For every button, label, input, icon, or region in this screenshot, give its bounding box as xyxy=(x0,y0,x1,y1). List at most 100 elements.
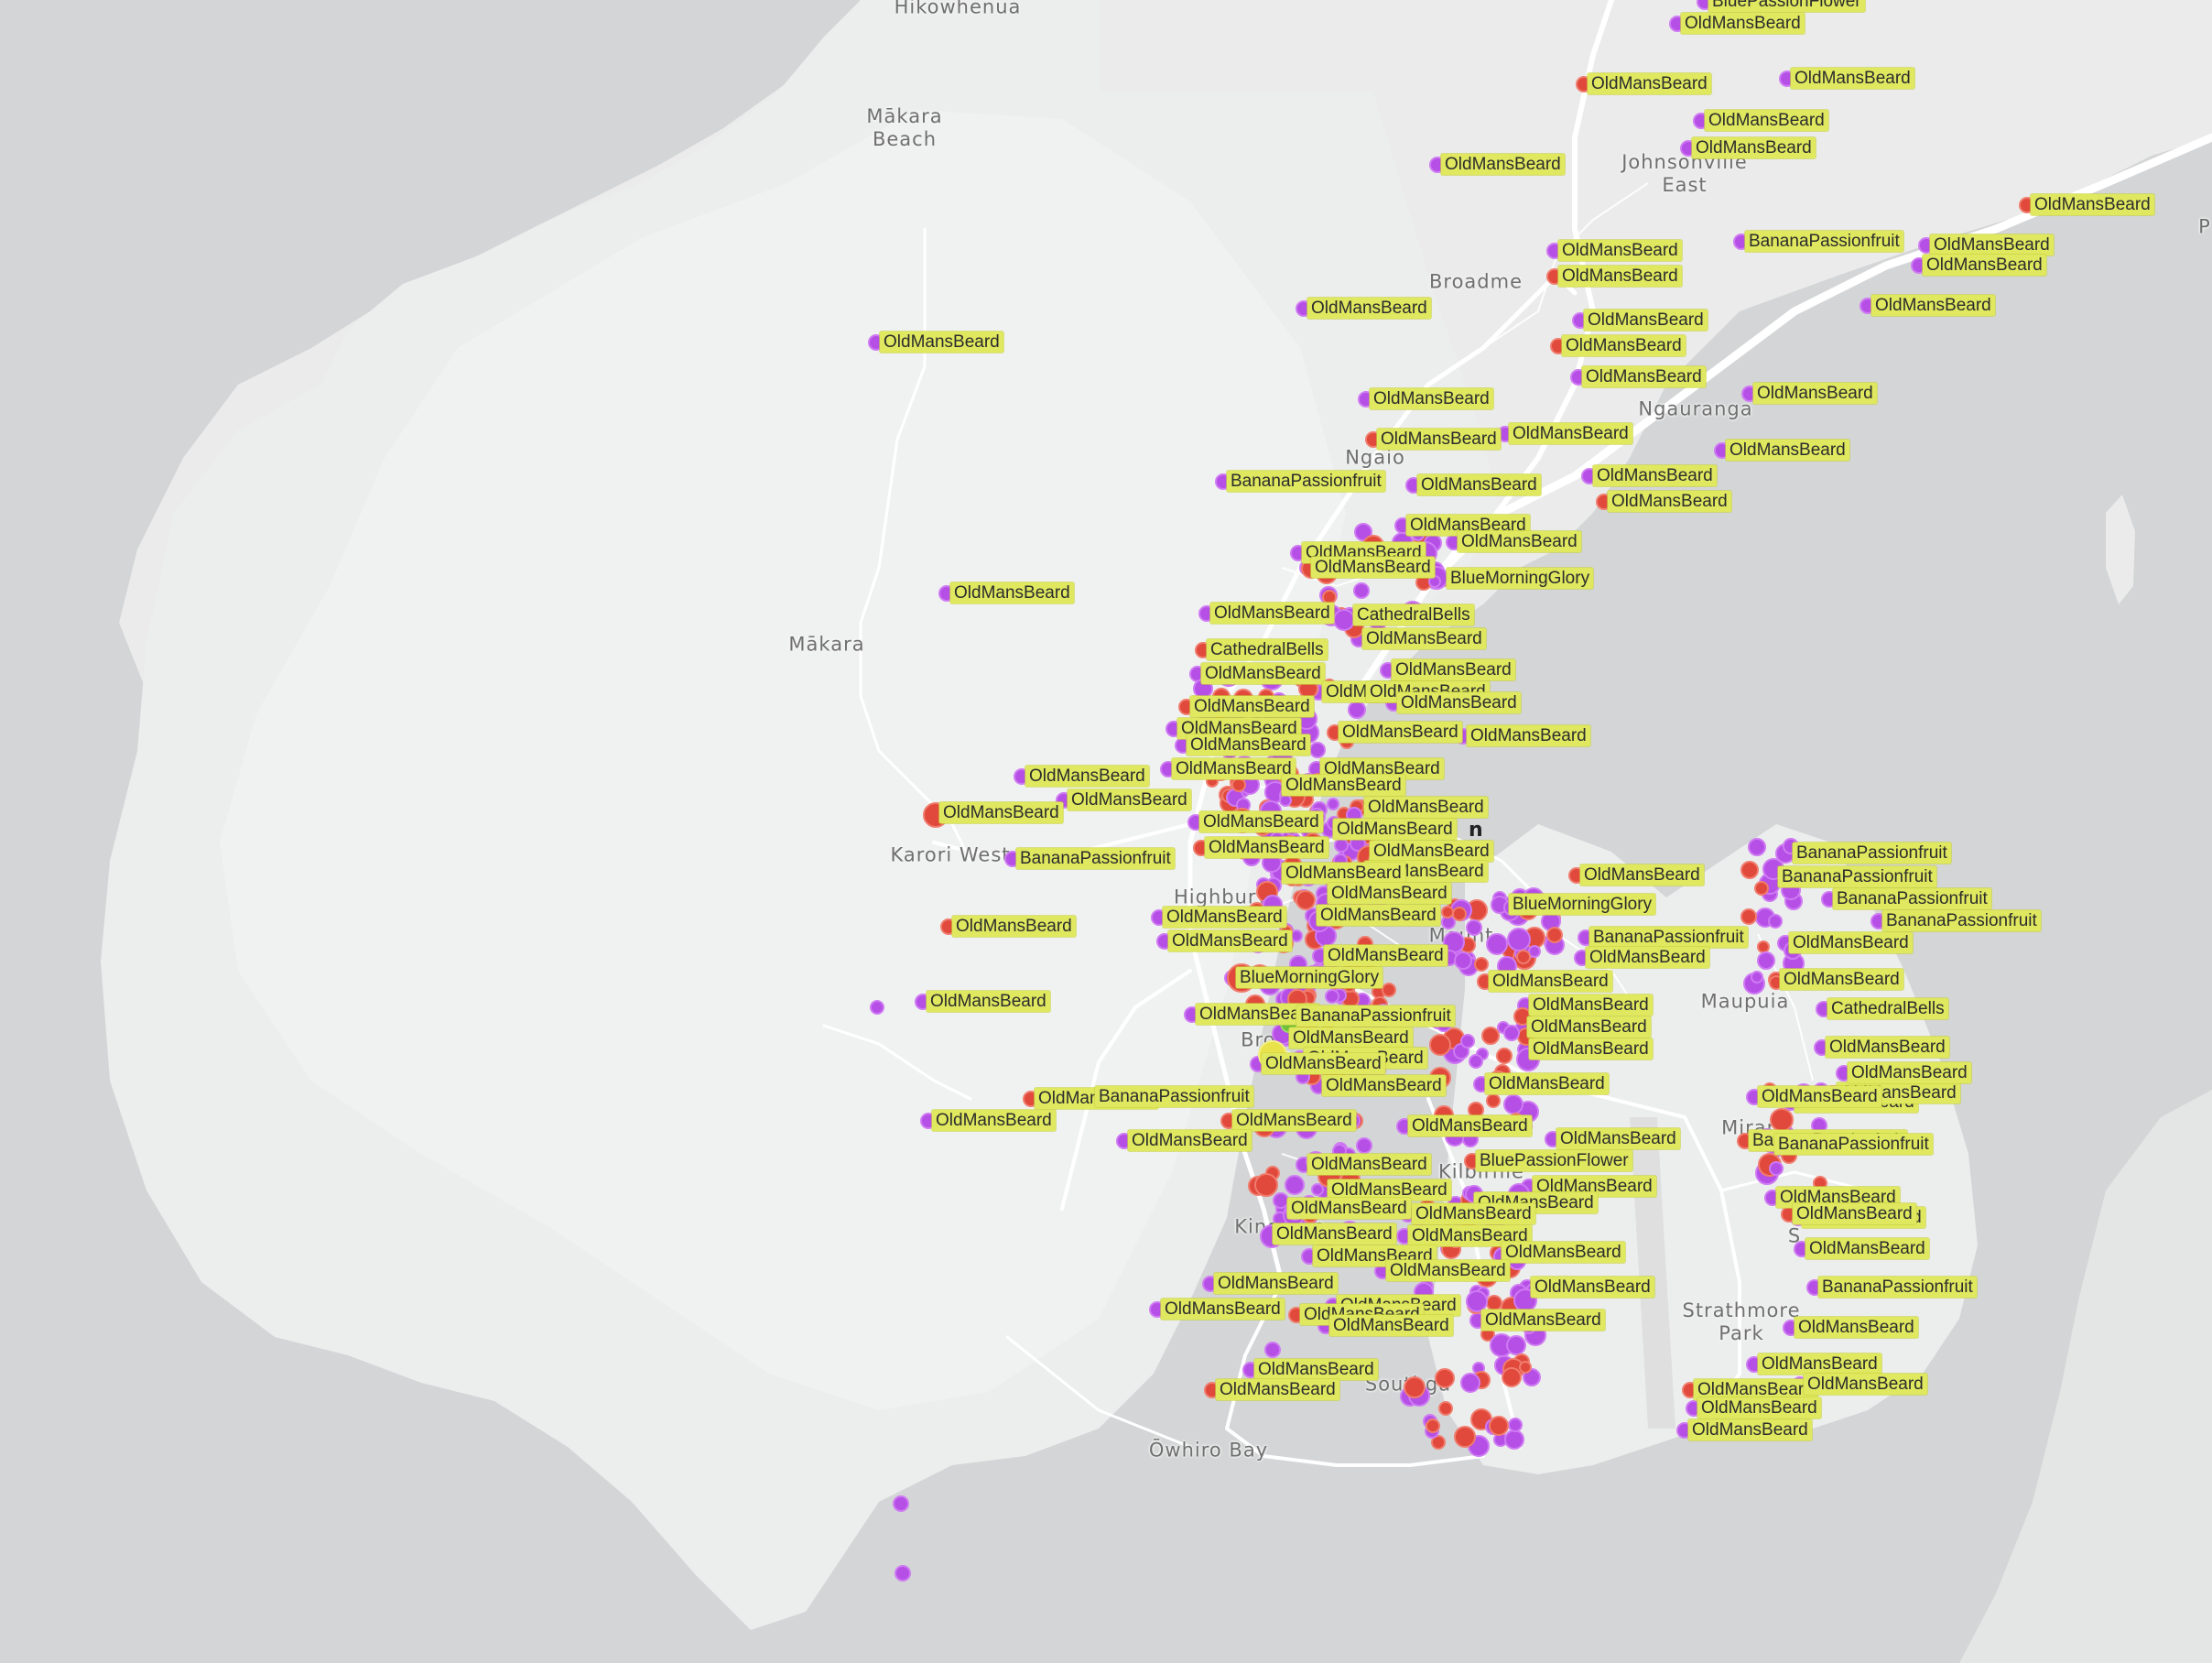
species-label[interactable]: OldMansBeard xyxy=(1199,811,1323,832)
species-label[interactable]: OldMansBeard xyxy=(1584,310,1708,331)
species-label[interactable]: OldMansBeard xyxy=(1705,110,1828,131)
species-label[interactable]: OldMansBeard xyxy=(1467,725,1590,746)
species-label[interactable]: OldMansBeard xyxy=(1025,766,1149,787)
species-label[interactable]: OldMansBeard xyxy=(1262,1053,1385,1074)
observation-marker[interactable] xyxy=(1769,1107,1794,1132)
observation-marker[interactable] xyxy=(1505,1335,1526,1356)
observation-marker[interactable] xyxy=(1757,951,1776,970)
species-label[interactable]: OldMansBeard xyxy=(1196,1004,1319,1025)
species-label[interactable]: OldMansBeard xyxy=(1317,905,1440,926)
observation-marker[interactable] xyxy=(1434,1367,1455,1388)
observation-marker[interactable] xyxy=(1465,919,1482,937)
species-label[interactable]: OldMansBeard xyxy=(1458,531,1581,552)
species-label[interactable]: OldMansBeard xyxy=(1406,515,1530,536)
species-label[interactable]: OldMansBeard xyxy=(1527,1016,1651,1038)
observation-marker[interactable] xyxy=(1545,927,1563,944)
observation-marker[interactable] xyxy=(1488,1415,1509,1436)
observation-marker[interactable] xyxy=(1352,582,1370,599)
species-label[interactable]: OldMansBeard xyxy=(1320,758,1444,779)
species-label[interactable]: OldMansBeard xyxy=(1408,1225,1532,1246)
species-label[interactable]: OldMansBeard xyxy=(1529,995,1653,1016)
observation-marker[interactable] xyxy=(1451,906,1467,921)
observation-marker[interactable] xyxy=(1502,1367,1523,1387)
species-label[interactable]: OldMansBeard xyxy=(1216,1379,1339,1400)
species-label[interactable]: OldMansBeard xyxy=(1311,557,1435,578)
species-label[interactable]: BlueMorningGlory xyxy=(1447,568,1594,589)
species-label[interactable]: BananaPassionfruit xyxy=(1095,1086,1253,1107)
observation-marker[interactable] xyxy=(1468,1435,1491,1458)
species-label[interactable]: OldMansBeard xyxy=(1776,1187,1900,1208)
species-label[interactable]: BananaPassionfruit xyxy=(1778,866,1936,887)
species-label[interactable]: OldMansBeard xyxy=(1593,465,1717,486)
species-label[interactable]: BlueMorningGlory xyxy=(1509,894,1656,915)
species-label[interactable]: OldMansBeard xyxy=(1168,930,1292,951)
species-label[interactable]: OldMansBeard xyxy=(1753,383,1877,404)
species-label[interactable]: OldMansBeard xyxy=(1172,758,1296,779)
species-label[interactable]: OldMansBeard xyxy=(1322,1075,1446,1096)
observation-marker[interactable] xyxy=(1469,1053,1484,1069)
observation-marker[interactable] xyxy=(1325,988,1340,1004)
species-label[interactable]: OldMansBeard xyxy=(1509,423,1632,444)
species-label[interactable]: OldMansBeard xyxy=(1068,789,1191,810)
species-label[interactable]: OldMansBeard xyxy=(1930,234,2054,255)
observation-marker[interactable] xyxy=(1425,1418,1440,1433)
observation-marker[interactable] xyxy=(893,1495,909,1512)
species-label[interactable]: OldMansBeard xyxy=(1161,1299,1285,1320)
observation-marker[interactable] xyxy=(1431,1435,1447,1451)
species-label[interactable]: OldMansBeard xyxy=(1282,863,1405,884)
species-label[interactable]: BananaPassionfruit xyxy=(1882,910,2041,931)
species-label[interactable]: OldMansBeard xyxy=(1254,1359,1378,1380)
species-label[interactable]: BananaPassionfruit xyxy=(1227,471,1385,492)
observation-marker[interactable] xyxy=(1333,608,1356,631)
species-label[interactable]: OldMansBeard xyxy=(1531,1277,1654,1298)
observation-marker[interactable] xyxy=(1754,881,1770,897)
species-label[interactable]: BananaPassionfruit xyxy=(1774,1134,1933,1155)
observation-marker[interactable] xyxy=(1428,575,1442,589)
species-label[interactable]: BananaPassionfruit xyxy=(1745,231,1903,252)
species-label[interactable]: OldMansBeard xyxy=(1489,971,1612,992)
species-label[interactable]: OldMansBeard xyxy=(1871,295,1995,316)
species-label[interactable]: OldMansBeard xyxy=(1163,907,1286,928)
species-label[interactable]: OldMansBeard xyxy=(1339,722,1462,743)
species-label[interactable]: OldMansBeard xyxy=(1556,1128,1680,1149)
species-label[interactable]: BlueMorningGlory xyxy=(1236,967,1383,988)
species-label[interactable]: OldMansBeard xyxy=(1697,1397,1821,1418)
species-label[interactable]: OldMansBeard xyxy=(1502,1242,1625,1263)
species-label[interactable]: OldMansBeard xyxy=(1232,1110,1356,1131)
observation-marker[interactable] xyxy=(1474,957,1490,973)
species-label[interactable]: BananaPassionfruit xyxy=(1818,1277,1977,1298)
species-label[interactable]: OldMansBeard xyxy=(1582,366,1706,387)
species-label[interactable]: OldMansBeard xyxy=(1529,1038,1653,1060)
observation-marker[interactable] xyxy=(1438,1400,1454,1416)
species-label[interactable]: OldMansBeard xyxy=(1187,734,1310,755)
species-label[interactable]: OldMansBeard xyxy=(1558,240,1682,261)
observation-marker[interactable] xyxy=(1347,701,1366,720)
species-label[interactable]: BananaPassionfruit xyxy=(1016,848,1175,869)
species-label[interactable]: OldMansBeard xyxy=(1273,1223,1396,1245)
species-label[interactable]: OldMansBeard xyxy=(1417,474,1541,495)
species-label[interactable]: OldMansBeard xyxy=(1848,1062,1971,1083)
species-label[interactable]: OldMansBeard xyxy=(1795,1317,1918,1338)
observation-marker[interactable] xyxy=(1495,1047,1513,1064)
map-marker-glyph[interactable]: n xyxy=(1469,819,1483,842)
species-label[interactable]: OldMansBeard xyxy=(1558,266,1682,287)
species-label[interactable]: OldMansBeard xyxy=(1408,1115,1532,1136)
species-label[interactable]: OldMansBeard xyxy=(952,916,1076,937)
species-label[interactable]: OldMansBeard xyxy=(1190,696,1314,717)
species-label[interactable]: BluePassionFlower xyxy=(1708,0,1865,12)
species-label[interactable]: OldMansBeard xyxy=(2031,194,2154,215)
observation-marker[interactable] xyxy=(1295,890,1316,911)
observation-marker[interactable] xyxy=(1310,1183,1324,1197)
species-label[interactable]: OldMansBeard xyxy=(1826,1037,1949,1058)
species-label[interactable]: BananaPassionfruit xyxy=(1296,1005,1455,1027)
observation-marker[interactable] xyxy=(1253,1173,1278,1198)
species-label[interactable]: OldMansBeard xyxy=(1397,692,1521,713)
species-label[interactable]: OldMansBeard xyxy=(1805,1238,1929,1259)
observation-marker[interactable] xyxy=(1284,1174,1305,1195)
observation-marker[interactable] xyxy=(1355,1136,1372,1154)
observation-marker[interactable] xyxy=(1502,1025,1520,1042)
observation-marker[interactable] xyxy=(1518,1361,1532,1375)
observation-marker[interactable] xyxy=(1515,950,1531,965)
observation-marker[interactable] xyxy=(895,1565,911,1581)
species-label[interactable]: OldMansBeard xyxy=(1307,298,1431,319)
